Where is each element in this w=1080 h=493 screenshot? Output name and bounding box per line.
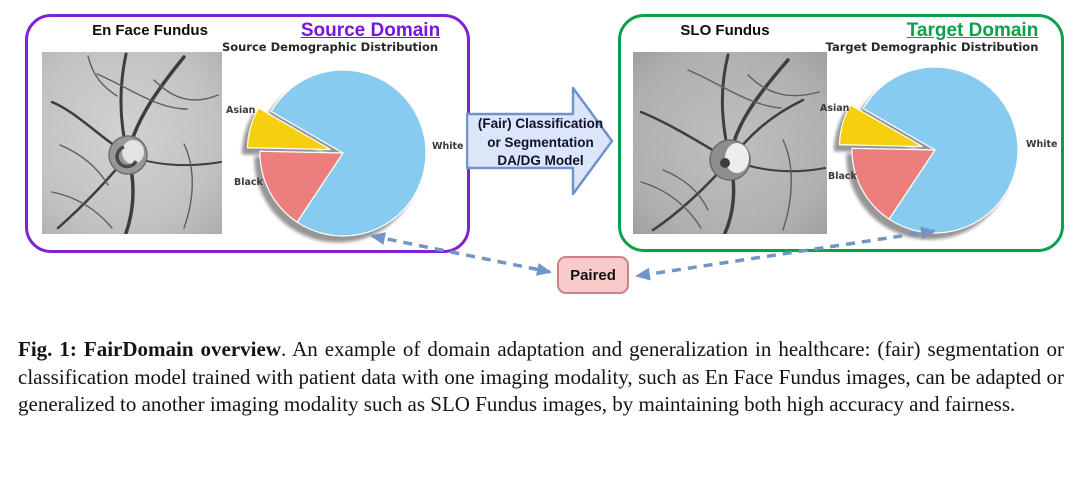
caption-text: . An example of domain adaptation and ge… (18, 337, 1064, 416)
model-arrow-label: (Fair) Classification or Segmentation DA… (468, 115, 613, 171)
source-domain-title: Source Domain (300, 20, 441, 41)
slo-fundus-title: SLO Fundus (680, 22, 770, 39)
pie-slice-black (851, 147, 937, 220)
caption-figure-label: Fig. 1: FairDomain overview (18, 337, 281, 361)
model-arrow (466, 86, 614, 196)
source-pie-title: Source Demographic Distribution (221, 40, 439, 54)
pie-slice-white (862, 66, 1019, 234)
pie-slice-white (270, 69, 427, 237)
pie-slice-asian (246, 107, 331, 151)
paired-badge: Paired (557, 256, 629, 294)
pie-slice-asian (838, 104, 923, 148)
model-arrow-label-line2: or Segmentation (487, 134, 594, 150)
pie-slice-black (259, 150, 345, 223)
model-arrow-label-line1: (Fair) Classification (477, 116, 604, 131)
target-pie-label-white: White (1026, 139, 1058, 150)
en-face-fundus-image (42, 52, 222, 234)
target-pie-label-black: Black (828, 171, 857, 182)
source-pie-label-white: White (432, 141, 464, 152)
figure-caption: Fig. 1: FairDomain overview. An example … (18, 336, 1064, 419)
model-arrow-label-line3: DA/DG Model (497, 153, 584, 168)
target-domain-title: Target Domain (906, 20, 1039, 41)
source-pie-label-asian: Asian (226, 105, 256, 116)
target-pie-chart (838, 66, 1019, 234)
source-pie-label-black: Black (234, 177, 263, 188)
target-pie-label-asian: Asian (820, 103, 850, 114)
slo-fundus-image (633, 52, 827, 234)
en-face-fundus-title: En Face Fundus (92, 22, 208, 39)
target-pie-title: Target Demographic Distribution (825, 40, 1039, 54)
source-pie-chart (246, 69, 427, 237)
paired-label: Paired (570, 266, 616, 284)
